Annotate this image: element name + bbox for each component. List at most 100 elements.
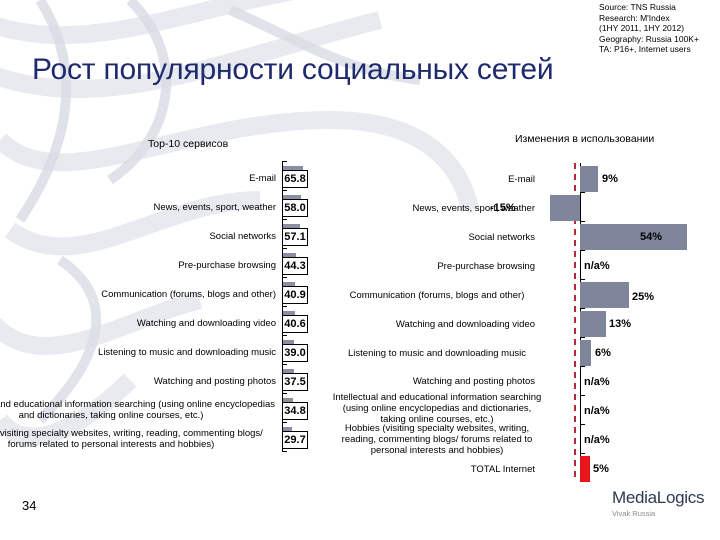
- bar: [580, 282, 629, 308]
- row-label: Communication (forums, blogs and other): [101, 288, 276, 300]
- axis-tick: [282, 422, 287, 423]
- axis-tick: [580, 337, 585, 338]
- bar: [580, 311, 606, 337]
- value-label: n/a%: [584, 376, 610, 388]
- page-number: 34: [22, 498, 37, 513]
- right-chart-row: Intellectual and educational information…: [333, 392, 720, 426]
- left-chart-row: Listening to music and downloading music…: [0, 338, 320, 366]
- right-chart-row: E-mail 9%: [340, 165, 720, 194]
- axis-tick: [282, 393, 287, 394]
- row-label: Watching and posting photos: [412, 376, 535, 387]
- axis-tick: [282, 335, 287, 336]
- target-audience-line: TA: P16+, Internet users: [599, 44, 691, 54]
- value-label: 34.8: [282, 402, 308, 420]
- right-chart-row: Social networks 54%: [340, 223, 720, 252]
- value-label: 58.0: [282, 199, 308, 217]
- value-label: 65.8: [282, 170, 308, 188]
- right-chart-row-total: TOTAL Internet 5%: [340, 455, 720, 484]
- axis-tick: [580, 395, 585, 396]
- slide-title: Рост популярности социальных сетей: [32, 53, 554, 86]
- right-chart-row: Watching and posting photos n/a%: [340, 368, 720, 397]
- total-bar: [580, 456, 590, 482]
- bar: [580, 166, 598, 192]
- row-label: Intellectual and educational information…: [0, 399, 275, 421]
- axis-tick: [282, 248, 287, 249]
- axis-tick: [580, 192, 585, 193]
- axis-tick: [282, 364, 287, 365]
- row-label: E-mail: [508, 174, 535, 185]
- bar: [580, 340, 591, 366]
- value-label: 13%: [609, 318, 632, 330]
- left-chart-row: Intellectual and educational information…: [0, 396, 320, 424]
- source-note: Source: TNS Russia Research: M'Index (1H…: [599, 2, 720, 55]
- value-label: 9%: [602, 173, 618, 185]
- value-label: 25%: [632, 291, 655, 303]
- axis-tick: [580, 366, 585, 367]
- reference-dashed-line: [574, 163, 576, 481]
- left-chart-row: Social networks 57.1: [0, 222, 320, 250]
- source-line: Source: TNS Russia: [599, 2, 676, 12]
- value-label: n/a%: [584, 434, 610, 446]
- right-chart-row: Watching and downloading video 13%: [340, 310, 720, 339]
- row-label: Watching and downloading video: [136, 317, 276, 329]
- value-label: 57.1: [282, 228, 308, 246]
- row-label: Intellectual and educational information…: [332, 391, 542, 425]
- left-chart-title: Top-10 сервисов: [148, 138, 229, 150]
- value-label: 5%: [593, 463, 609, 475]
- left-chart-row: Pre-purchase browsing 44.3: [0, 251, 320, 279]
- right-chart-row: Pre-purchase browsing n/a%: [340, 252, 720, 281]
- left-chart-row: Communication (forums, blogs and other) …: [0, 280, 320, 308]
- axis-tick: [282, 161, 287, 162]
- value-label: 40.9: [282, 286, 308, 304]
- logo-name: MediaLogics: [612, 488, 705, 507]
- axis-tick: [282, 190, 287, 191]
- left-chart-row: Watching and posting photos 37.5: [0, 367, 320, 395]
- row-label: Watching and downloading video: [395, 319, 535, 330]
- axis-tick: [580, 453, 585, 454]
- row-label: Watching and posting photos: [153, 375, 276, 387]
- axis-tick: [580, 250, 585, 251]
- right-chart-title: Изменения в использовании: [515, 133, 655, 145]
- right-chart-row: Listening to music and downloading music…: [340, 339, 720, 368]
- bar: [550, 195, 580, 221]
- row-label: Pre-purchase browsing: [178, 259, 276, 271]
- logo-tagline: Vivak Russia: [612, 509, 656, 518]
- axis-tick: [282, 451, 287, 452]
- axis-tick: [282, 277, 287, 278]
- value-label: -15%: [490, 202, 516, 214]
- value-label: 39.0: [282, 344, 308, 362]
- axis-tick: [580, 424, 585, 425]
- left-chart-row: E-mail 65.8: [0, 164, 320, 192]
- row-label: News, events, sport, weather: [412, 203, 536, 214]
- period-line: (1HY 2011, 1HY 2012): [599, 23, 685, 33]
- axis-tick: [580, 221, 585, 222]
- value-label: 37.5: [282, 373, 308, 391]
- row-label: Hobbies (visiting specialty websites, wr…: [341, 422, 533, 456]
- value-label: 44.3: [282, 257, 308, 275]
- value-label: n/a%: [584, 260, 610, 272]
- row-label: Pre-purchase browsing: [437, 261, 535, 272]
- right-chart-row: Hobbies (visiting specialty websites, wr…: [340, 423, 720, 456]
- row-label: E-mail: [249, 172, 276, 184]
- axis-tick: [282, 306, 287, 307]
- axis-tick: [580, 279, 585, 280]
- row-label: Hobbies (visiting specialty websites, wr…: [0, 428, 263, 450]
- value-label: 6%: [595, 347, 611, 359]
- medialogics-logo: MediaLogics Vivak Russia: [612, 488, 704, 518]
- row-label: Communication (forums, blogs and other): [349, 290, 525, 301]
- value-label: 40.6: [282, 315, 308, 333]
- left-chart-row: Hobbies (visiting specialty websites, wr…: [0, 425, 320, 453]
- research-line: Research: M'Index: [599, 12, 670, 23]
- value-label: 29.7: [282, 431, 308, 449]
- left-chart-row: Watching and downloading video 40.6: [0, 309, 320, 337]
- value-label: n/a%: [584, 405, 610, 417]
- right-chart-row: Communication (forums, blogs and other) …: [340, 281, 720, 310]
- geography-line: Geography: Russia 100K+: [599, 33, 699, 44]
- row-label: Listening to music and downloading music: [98, 346, 276, 358]
- left-chart-row: News, events, sport, weather 58.0: [0, 193, 320, 221]
- right-chart-row: News, events, sport, weather -15%: [340, 194, 720, 223]
- row-label: TOTAL Internet: [470, 464, 535, 475]
- value-label: 54%: [640, 231, 663, 243]
- row-label: Listening to music and downloading music: [348, 348, 526, 359]
